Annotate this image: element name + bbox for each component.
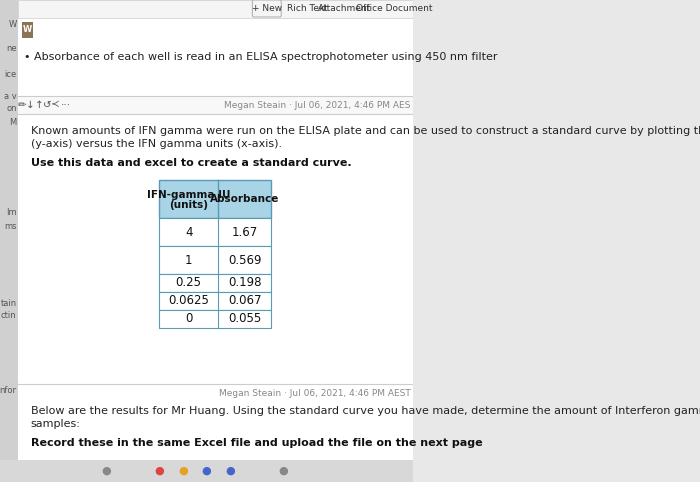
Text: samples:: samples: — [31, 419, 80, 429]
Text: 0.198: 0.198 — [228, 277, 261, 290]
Text: • Absorbance of each well is read in an ELISA spectrophotometer using 450 nm fil: • Absorbance of each well is read in an … — [24, 52, 497, 62]
Text: Megan Steain · Jul 06, 2021, 4:46 PM AES: Megan Steain · Jul 06, 2021, 4:46 PM AES — [224, 101, 410, 109]
FancyBboxPatch shape — [18, 114, 413, 384]
Text: 4: 4 — [185, 226, 193, 239]
Text: Office Document: Office Document — [356, 4, 432, 13]
FancyBboxPatch shape — [159, 218, 271, 246]
FancyBboxPatch shape — [252, 0, 281, 17]
Text: Below are the results for Mr Huang. Using the standard curve you have made, dete: Below are the results for Mr Huang. Usin… — [31, 406, 700, 416]
Text: Record these in the same Excel file and upload the file on the next page: Record these in the same Excel file and … — [31, 438, 482, 448]
FancyBboxPatch shape — [18, 0, 413, 482]
Text: 0.0625: 0.0625 — [168, 295, 209, 308]
Text: Megan Steain · Jul 06, 2021, 4:46 PM AEST: Megan Steain · Jul 06, 2021, 4:46 PM AES… — [218, 389, 410, 399]
Text: Im: Im — [6, 208, 17, 216]
Text: Attachment: Attachment — [318, 4, 372, 13]
Text: on: on — [6, 104, 17, 113]
FancyBboxPatch shape — [18, 18, 413, 96]
Text: Rich Text: Rich Text — [287, 4, 328, 13]
Text: (y-axis) versus the IFN gamma units (x-axis).: (y-axis) versus the IFN gamma units (x-a… — [31, 139, 282, 149]
FancyBboxPatch shape — [159, 310, 271, 328]
Text: 0.25: 0.25 — [176, 277, 202, 290]
Text: W: W — [23, 26, 32, 35]
Text: ctin: ctin — [1, 311, 17, 320]
Text: ✏: ✏ — [18, 100, 27, 110]
Text: ne: ne — [6, 44, 17, 53]
Text: ●: ● — [202, 466, 211, 476]
Text: ↑: ↑ — [34, 100, 43, 110]
Text: 1.67: 1.67 — [232, 226, 258, 239]
Text: ●: ● — [102, 466, 111, 476]
Text: 0.055: 0.055 — [228, 312, 261, 325]
Text: ●: ● — [178, 466, 188, 476]
Text: ●: ● — [225, 466, 234, 476]
Text: ●: ● — [278, 466, 288, 476]
Text: 0.569: 0.569 — [228, 254, 261, 267]
Text: ↓: ↓ — [27, 100, 35, 110]
Text: nfor: nfor — [0, 386, 17, 395]
FancyBboxPatch shape — [18, 0, 413, 18]
Text: ≺: ≺ — [51, 100, 60, 110]
Text: 0.067: 0.067 — [228, 295, 261, 308]
Text: 0: 0 — [185, 312, 193, 325]
FancyBboxPatch shape — [159, 180, 271, 218]
FancyBboxPatch shape — [22, 22, 33, 38]
Text: + New: + New — [252, 4, 282, 13]
FancyBboxPatch shape — [159, 246, 271, 274]
Text: 1: 1 — [185, 254, 193, 267]
Text: Use this data and excel to create a standard curve.: Use this data and excel to create a stan… — [31, 158, 351, 168]
Text: ●: ● — [154, 466, 164, 476]
FancyBboxPatch shape — [18, 96, 413, 114]
FancyBboxPatch shape — [159, 274, 271, 292]
Text: Absorbance: Absorbance — [210, 194, 279, 204]
Text: ···: ··· — [61, 100, 71, 110]
FancyBboxPatch shape — [18, 384, 413, 482]
Text: ice: ice — [4, 70, 17, 79]
Text: ms: ms — [4, 222, 17, 231]
Text: IFN-gamma IU: IFN-gamma IU — [147, 190, 230, 200]
Text: Known amounts of IFN gamma were run on the ELISA plate and can be used to constr: Known amounts of IFN gamma were run on t… — [31, 126, 700, 136]
Text: tain: tain — [1, 299, 17, 308]
Text: M: M — [9, 119, 17, 127]
Text: ↺: ↺ — [43, 100, 52, 110]
FancyBboxPatch shape — [159, 292, 271, 310]
Text: W: W — [8, 20, 17, 28]
Text: (units): (units) — [169, 200, 208, 210]
FancyBboxPatch shape — [0, 460, 413, 482]
Text: a v: a v — [4, 92, 17, 101]
FancyBboxPatch shape — [0, 0, 18, 482]
